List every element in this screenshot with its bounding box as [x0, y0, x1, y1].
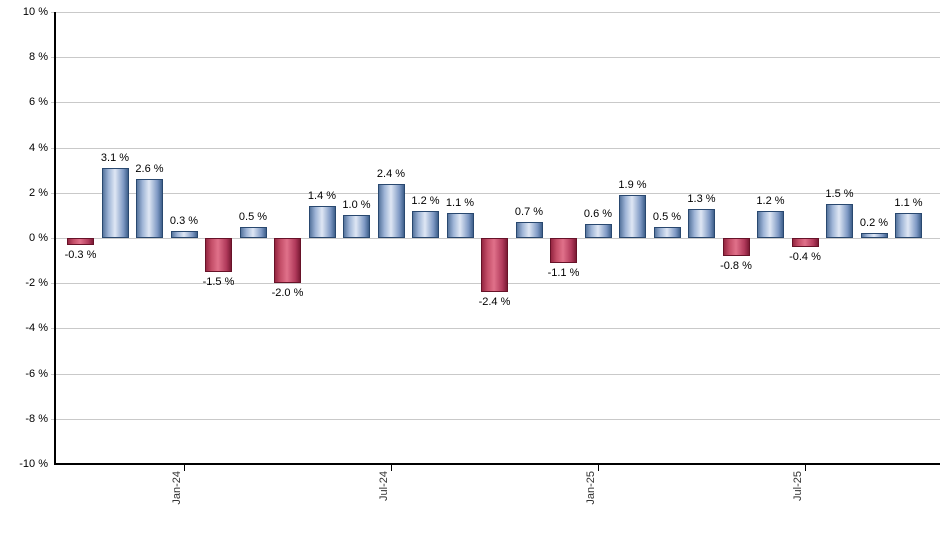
x-axis-tick-label: Jul-24 [378, 471, 390, 501]
bar-value-label: -0.3 % [64, 249, 97, 261]
bar-value-label: -0.8 % [720, 260, 752, 272]
positive-bar [515, 222, 543, 238]
bar-value-label: 0.3 % [169, 215, 199, 227]
positive-bar [446, 213, 474, 238]
positive-bar [860, 233, 888, 238]
bar-value-label: 1.1 % [894, 197, 923, 209]
x-axis-tick-label: Jan-25 [585, 471, 597, 505]
bar-value-label: 0.6 % [583, 208, 613, 220]
gridline [51, 102, 940, 103]
positive-bar [584, 224, 612, 238]
positive-bar [412, 211, 439, 238]
bar-value-label: 0.7 % [514, 206, 544, 218]
positive-bar [239, 227, 267, 238]
bar-value-label: 3.1 % [100, 152, 130, 164]
gridline [51, 57, 940, 58]
bar-value-label: 0.2 % [859, 217, 889, 229]
negative-bar [550, 238, 577, 263]
y-axis-tick-label: 2 % [29, 187, 48, 199]
negative-bar [274, 238, 301, 283]
y-axis-tick-label: -6 % [25, 368, 48, 380]
x-axis-tick-mark [598, 465, 599, 471]
positive-bar [136, 179, 163, 238]
x-axis-tick-mark [805, 465, 806, 471]
positive-bar [308, 206, 336, 238]
bar-value-label: 2.4 % [376, 168, 406, 180]
x-axis-tick-label: Jul-25 [792, 471, 804, 501]
bar-value-label: -2.4 % [478, 296, 511, 308]
y-axis-tick-label: -4 % [25, 322, 48, 334]
positive-bar [343, 215, 370, 238]
bar-value-label: 0.5 % [652, 211, 682, 223]
x-axis-tick-mark [184, 465, 185, 471]
y-axis-line [54, 12, 56, 465]
x-axis-tick-label: Jan-24 [171, 471, 183, 505]
y-axis-tick-label: 6 % [29, 96, 48, 108]
bar-value-label: 1.2 % [756, 195, 785, 207]
bar-value-label: -0.4 % [789, 251, 821, 263]
y-axis-tick-label: 10 % [22, 6, 48, 18]
positive-bar [377, 184, 405, 238]
gridline [51, 419, 940, 420]
gridline [51, 374, 940, 375]
negative-bar [481, 238, 508, 292]
positive-bar [688, 209, 715, 238]
y-axis-tick-label: 0 % [29, 232, 48, 244]
positive-bar [826, 204, 853, 238]
negative-bar [791, 238, 819, 247]
y-axis-tick-label: -8 % [25, 413, 48, 425]
negative-bar [722, 238, 750, 256]
positive-bar [895, 213, 922, 238]
bar-value-label: 1.5 % [825, 188, 854, 200]
gridline [51, 193, 940, 194]
bar-value-label: 1.9 % [618, 179, 647, 191]
gridline [51, 328, 940, 329]
bar-value-label: -1.5 % [202, 276, 235, 288]
bar-value-label: 1.0 % [342, 199, 371, 211]
positive-bar [653, 227, 681, 238]
bar-value-label: 1.1 % [445, 197, 475, 209]
bar-value-label: 0.5 % [238, 211, 268, 223]
y-axis-tick-label: 4 % [29, 142, 48, 154]
y-axis-tick-label: 8 % [29, 51, 48, 63]
x-axis-line [54, 463, 940, 465]
bar-value-label: -2.0 % [271, 287, 304, 299]
negative-bar [67, 238, 94, 245]
bar-value-label: 1.3 % [687, 193, 716, 205]
y-axis-tick-label: -10 % [19, 458, 48, 470]
bar-value-label: 1.2 % [411, 195, 440, 207]
positive-bar [101, 168, 129, 238]
y-axis-tick-label: -2 % [25, 277, 48, 289]
bar-value-label: -1.1 % [547, 267, 580, 279]
bar-value-label: 1.4 % [307, 190, 337, 202]
positive-bar [619, 195, 646, 238]
gridline [51, 12, 940, 13]
bar-value-label: 2.6 % [135, 163, 164, 175]
positive-bar [757, 211, 784, 238]
positive-bar [170, 231, 198, 238]
negative-bar [205, 238, 232, 272]
gridline [51, 148, 940, 149]
x-axis-tick-mark [391, 465, 392, 471]
